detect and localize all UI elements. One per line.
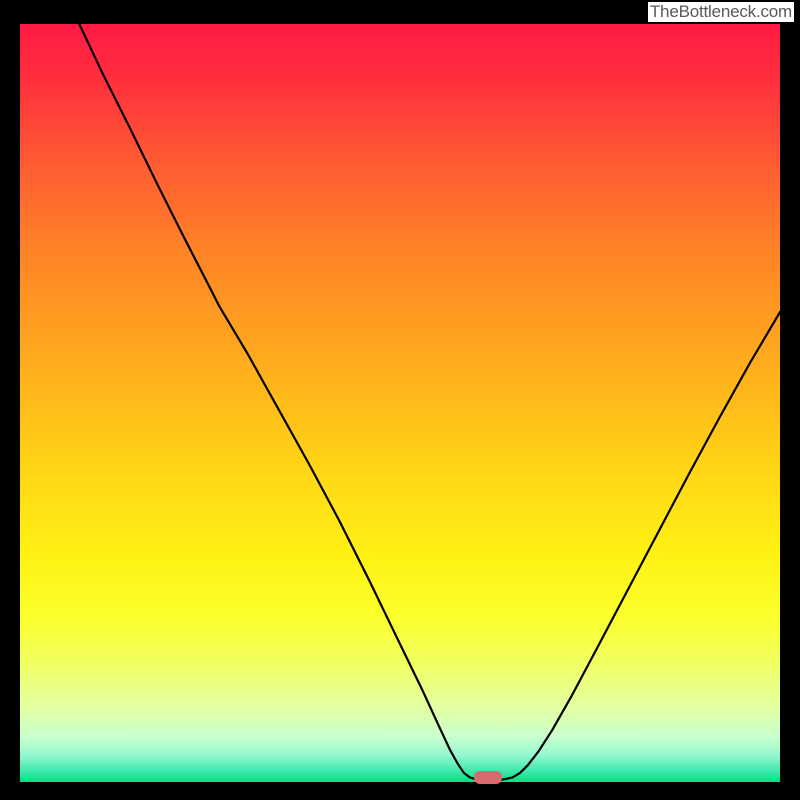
chart-container: TheBottleneck.com [0,0,800,800]
watermark-label: TheBottleneck.com [648,2,794,22]
optimum-marker [474,771,502,784]
gradient-background [20,24,780,782]
plot-area [20,24,780,782]
